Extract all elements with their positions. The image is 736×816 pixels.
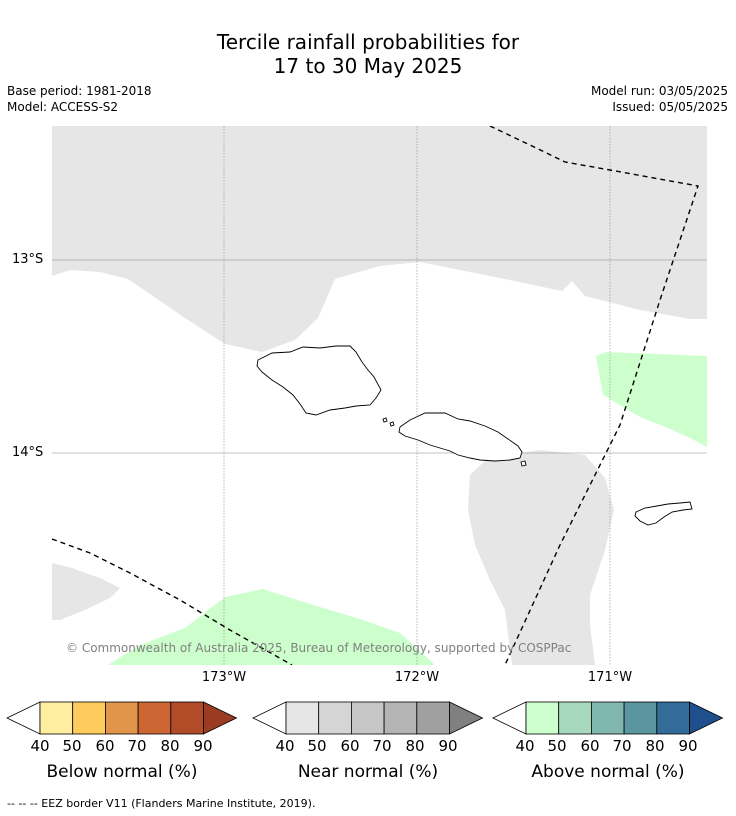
colorbar-segment (72, 701, 106, 735)
title-line-1: Tercile rainfall probabilities for (216, 30, 520, 54)
apolima-islet (389, 421, 395, 427)
tutuila-island (634, 501, 693, 526)
above-normal-region-east (596, 352, 707, 447)
model-name: Model: ACCESS-S2 (7, 100, 119, 114)
cbar-tick: 60 (340, 737, 360, 755)
near-normal-region-west (52, 563, 120, 620)
near-normal-region-north (52, 126, 707, 352)
colorbar-lower-extension (492, 701, 527, 735)
colorbar-segment (623, 701, 658, 735)
graticule (52, 126, 707, 665)
cbar-tick: 50 (62, 737, 82, 755)
cbar-tick: 40 (30, 737, 50, 755)
cbar-tick: 40 (515, 737, 535, 755)
colorbar-title-below: Below normal (%) (46, 762, 198, 782)
colorbar-segment (318, 701, 352, 735)
colorbar-lower-extension (252, 701, 287, 735)
colorbar-title-near: Near normal (%) (297, 762, 439, 782)
colorbar-segment (558, 701, 592, 735)
lon-label-173w: 173°W (201, 670, 247, 685)
colorbar-segment (383, 701, 418, 735)
colorbar-segment (285, 701, 320, 735)
cbar-tick: 60 (580, 737, 600, 755)
colorbar-segment (656, 701, 690, 735)
manono-islet (382, 417, 388, 423)
cbar-tick: 90 (438, 737, 458, 755)
eez-legend: -- -- -- EEZ border V11 (Flanders Marine… (7, 797, 316, 810)
colorbar-above-normal (492, 701, 724, 735)
lon-label-171w: 171°W (587, 670, 633, 685)
colorbar-segment (39, 701, 74, 735)
islands (256, 345, 693, 526)
cbar-tick: 60 (95, 737, 115, 755)
eez-border-northeast (489, 126, 699, 665)
cbar-tick: 80 (160, 737, 180, 755)
colorbar-segment (351, 701, 385, 735)
colorbar-title-above: Above normal (%) (531, 762, 685, 782)
above-normal-region-south (108, 589, 435, 665)
cbar-tick: 70 (127, 737, 147, 755)
colorbar-segment (416, 701, 450, 735)
meta-left: Base period: 1981-2018 Model: ACCESS-S2 (7, 83, 152, 115)
cbar-tick: 50 (547, 737, 567, 755)
colorbar-upper-extension (449, 701, 484, 735)
cbar-tick: 70 (372, 737, 392, 755)
colorbar-segment (591, 701, 625, 735)
base-period: Base period: 1981-2018 (7, 84, 152, 98)
upolu-island (398, 412, 523, 462)
cbar-tick: 50 (307, 737, 327, 755)
colorbar-below-normal (6, 701, 238, 735)
meta-right: Model run: 03/05/2025 Issued: 05/05/2025 (591, 83, 728, 115)
probability-map (52, 126, 707, 665)
cbar-tick: 40 (275, 737, 295, 755)
lon-label-172w: 172°W (394, 670, 440, 685)
colorbar-segment (137, 701, 172, 735)
colorbar-upper-extension (689, 701, 724, 735)
eastern-islet (520, 460, 527, 467)
colorbar-near-normal (252, 701, 484, 735)
model-run: Model run: 03/05/2025 (590, 84, 728, 98)
cbar-tick: 80 (645, 737, 665, 755)
colorbar-segment (525, 701, 560, 735)
cbar-tick: 90 (678, 737, 698, 755)
savaii-island (256, 345, 382, 416)
map-title: Tercile rainfall probabilities for 17 to… (0, 30, 736, 78)
copyright-notice: © Commonwealth of Australia 2025, Bureau… (66, 641, 572, 655)
lat-label-14s: 14°S (12, 445, 44, 460)
colorbar-upper-extension (203, 701, 238, 735)
cbar-tick: 70 (612, 737, 632, 755)
near-normal-region-southeast (468, 450, 614, 665)
lat-label-13s: 13°S (12, 252, 44, 267)
issued-date: Issued: 05/05/2025 (612, 100, 728, 114)
colorbar-segment (170, 701, 204, 735)
colorbar-segment (105, 701, 139, 735)
title-line-2: 17 to 30 May 2025 (273, 54, 463, 78)
eez-border (52, 126, 699, 665)
cbar-tick: 80 (405, 737, 425, 755)
colorbar-lower-extension (6, 701, 41, 735)
cbar-tick: 90 (193, 737, 213, 755)
